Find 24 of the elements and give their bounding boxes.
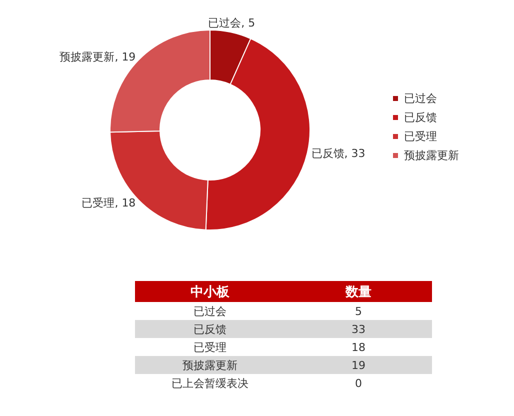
- data-label: , 19: [114, 50, 136, 64]
- data-label: 33: [350, 322, 366, 338]
- slice-label: 已过会: [208, 16, 242, 30]
- legend-label: 已反馈: [404, 111, 437, 124]
- legend-label: 已过会: [404, 92, 437, 105]
- slice-label: 预披露更新: [60, 50, 115, 64]
- category-label: 预披露更新: [182, 358, 238, 374]
- data-label: 19: [350, 358, 366, 374]
- slice-label: 已受理: [82, 196, 115, 210]
- data-label: 5: [354, 304, 363, 320]
- text: 数量: [344, 284, 372, 302]
- category-label: 已上会暂缓表决: [170, 376, 250, 392]
- category-label: 已过会: [192, 304, 228, 320]
- data-label: 0: [354, 376, 363, 392]
- data-label: 18: [350, 340, 366, 356]
- category-label: 已反馈: [192, 322, 228, 338]
- data-label: , 5: [241, 16, 256, 30]
- slice-label: 已反馈: [311, 147, 344, 160]
- legend-label: 已受理: [404, 130, 437, 143]
- data-label: , 18: [114, 196, 136, 210]
- text: 中小板: [190, 284, 230, 302]
- data-label: , 33: [344, 147, 366, 160]
- category-label: 已受理: [192, 340, 228, 356]
- legend-label: 预披露更新: [404, 149, 459, 162]
